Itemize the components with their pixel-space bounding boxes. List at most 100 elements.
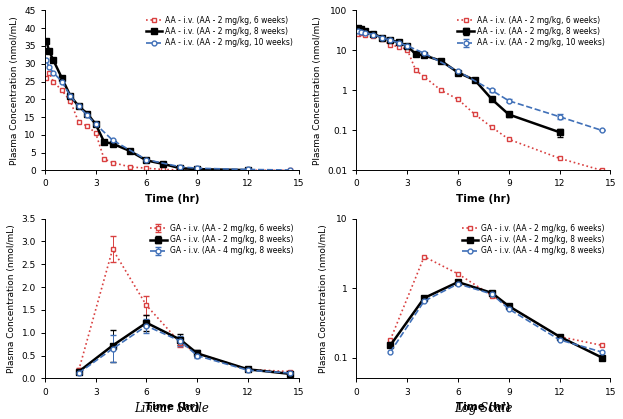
AA - i.v. (AA - 2 mg/kg, 8 weeks) <box>194 167 201 172</box>
X-axis label: Time (hr): Time (hr) <box>145 194 199 204</box>
X-axis label: Time (hr): Time (hr) <box>456 194 511 204</box>
Line: AA - i.v. (AA - 2 mg/kg, 6 weeks): AA - i.v. (AA - 2 mg/kg, 6 weeks) <box>356 31 604 173</box>
GA - i.v. (AA - 2 mg/kg, 6 weeks) <box>421 254 428 259</box>
AA - i.v. (AA - 2 mg/kg, 6 weeks) <box>404 47 411 52</box>
GA - i.v. (AA - 4 mg/kg, 8 weeks) <box>505 306 513 311</box>
AA - i.v. (AA - 2 mg/kg, 8 weeks) <box>67 93 74 98</box>
AA - i.v. (AA - 2 mg/kg, 6 weeks) <box>92 131 100 136</box>
AA - i.v. (AA - 2 mg/kg, 10 weeks) <box>143 157 150 162</box>
Text: Log Scale: Log Scale <box>454 402 513 415</box>
AA - i.v. (AA - 2 mg/kg, 8 weeks) <box>45 49 53 54</box>
AA - i.v. (AA - 2 mg/kg, 6 weeks) <box>194 168 201 173</box>
Legend: AA - i.v. (AA - 2 mg/kg, 6 weeks), AA - i.v. (AA - 2 mg/kg, 8 weeks), AA - i.v. : AA - i.v. (AA - 2 mg/kg, 6 weeks), AA - … <box>144 14 295 49</box>
AA - i.v. (AA - 2 mg/kg, 6 weeks) <box>159 167 167 172</box>
AA - i.v. (AA - 2 mg/kg, 8 weeks) <box>58 75 65 80</box>
GA - i.v. (AA - 2 mg/kg, 6 weeks) <box>505 304 513 309</box>
Y-axis label: Plasma Concentration (nmol/mL): Plasma Concentration (nmol/mL) <box>318 224 328 373</box>
Line: GA - i.v. (AA - 2 mg/kg, 8 weeks): GA - i.v. (AA - 2 mg/kg, 8 weeks) <box>388 279 605 360</box>
GA - i.v. (AA - 4 mg/kg, 8 weeks) <box>421 299 428 304</box>
AA - i.v. (AA - 2 mg/kg, 6 weeks) <box>488 125 496 130</box>
Y-axis label: Plasma Concentration (nmol/mL): Plasma Concentration (nmol/mL) <box>7 224 16 373</box>
AA - i.v. (AA - 2 mg/kg, 6 weeks) <box>437 88 445 93</box>
AA - i.v. (AA - 2 mg/kg, 6 weeks) <box>505 137 513 142</box>
Y-axis label: Plasma Concentration (nmol/mL): Plasma Concentration (nmol/mL) <box>313 16 322 165</box>
Line: AA - i.v. (AA - 2 mg/kg, 6 weeks): AA - i.v. (AA - 2 mg/kg, 6 weeks) <box>44 70 293 173</box>
AA - i.v. (AA - 2 mg/kg, 6 weeks) <box>45 70 53 75</box>
GA - i.v. (AA - 4 mg/kg, 8 weeks) <box>488 292 496 297</box>
AA - i.v. (AA - 2 mg/kg, 6 weeks) <box>50 79 57 84</box>
AA - i.v. (AA - 2 mg/kg, 10 weeks) <box>92 122 100 127</box>
AA - i.v. (AA - 2 mg/kg, 6 weeks) <box>67 98 74 103</box>
AA - i.v. (AA - 2 mg/kg, 6 weeks) <box>556 156 563 161</box>
AA - i.v. (AA - 2 mg/kg, 8 weeks) <box>244 168 252 173</box>
GA - i.v. (AA - 2 mg/kg, 8 weeks) <box>454 279 462 285</box>
AA - i.v. (AA - 2 mg/kg, 10 weeks) <box>45 65 53 70</box>
AA - i.v. (AA - 2 mg/kg, 10 weeks) <box>244 167 252 172</box>
Line: AA - i.v. (AA - 2 mg/kg, 10 weeks): AA - i.v. (AA - 2 mg/kg, 10 weeks) <box>44 58 293 173</box>
AA - i.v. (AA - 2 mg/kg, 10 weeks) <box>50 70 57 75</box>
AA - i.v. (AA - 2 mg/kg, 6 weeks) <box>109 160 117 165</box>
GA - i.v. (AA - 4 mg/kg, 8 weeks) <box>454 281 462 286</box>
AA - i.v. (AA - 2 mg/kg, 10 weeks) <box>67 93 74 98</box>
AA - i.v. (AA - 2 mg/kg, 10 weeks) <box>75 104 82 109</box>
AA - i.v. (AA - 2 mg/kg, 10 weeks) <box>58 79 65 84</box>
Line: AA - i.v. (AA - 2 mg/kg, 8 weeks): AA - i.v. (AA - 2 mg/kg, 8 weeks) <box>44 38 250 173</box>
Line: GA - i.v. (AA - 4 mg/kg, 8 weeks): GA - i.v. (AA - 4 mg/kg, 8 weeks) <box>388 282 604 354</box>
AA - i.v. (AA - 2 mg/kg, 6 weeks) <box>387 43 394 48</box>
GA - i.v. (AA - 2 mg/kg, 6 weeks) <box>598 343 606 348</box>
GA - i.v. (AA - 2 mg/kg, 6 weeks) <box>387 337 394 342</box>
GA - i.v. (AA - 2 mg/kg, 8 weeks) <box>387 343 394 348</box>
AA - i.v. (AA - 2 mg/kg, 6 weeks) <box>412 68 419 73</box>
AA - i.v. (AA - 2 mg/kg, 8 weeks) <box>176 166 184 171</box>
AA - i.v. (AA - 2 mg/kg, 8 weeks) <box>143 158 150 163</box>
AA - i.v. (AA - 2 mg/kg, 6 weeks) <box>354 31 361 36</box>
AA - i.v. (AA - 2 mg/kg, 6 weeks) <box>395 44 402 49</box>
Line: GA - i.v. (AA - 2 mg/kg, 6 weeks): GA - i.v. (AA - 2 mg/kg, 6 weeks) <box>388 254 604 348</box>
AA - i.v. (AA - 2 mg/kg, 10 weeks) <box>83 113 91 118</box>
AA - i.v. (AA - 2 mg/kg, 10 weeks) <box>287 168 294 173</box>
AA - i.v. (AA - 2 mg/kg, 6 weeks) <box>100 156 108 161</box>
GA - i.v. (AA - 2 mg/kg, 8 weeks) <box>421 295 428 300</box>
AA - i.v. (AA - 2 mg/kg, 10 weeks) <box>109 137 117 142</box>
GA - i.v. (AA - 2 mg/kg, 8 weeks) <box>488 290 496 295</box>
AA - i.v. (AA - 2 mg/kg, 10 weeks) <box>194 166 201 171</box>
GA - i.v. (AA - 2 mg/kg, 6 weeks) <box>556 334 563 339</box>
AA - i.v. (AA - 2 mg/kg, 6 weeks) <box>361 32 369 37</box>
AA - i.v. (AA - 2 mg/kg, 6 weeks) <box>287 168 294 173</box>
AA - i.v. (AA - 2 mg/kg, 6 weeks) <box>357 30 364 35</box>
AA - i.v. (AA - 2 mg/kg, 6 weeks) <box>369 34 377 39</box>
AA - i.v. (AA - 2 mg/kg, 8 weeks) <box>92 122 100 127</box>
AA - i.v. (AA - 2 mg/kg, 6 weeks) <box>421 74 428 79</box>
Y-axis label: Plasma Concentration (nmol/mL): Plasma Concentration (nmol/mL) <box>10 16 19 165</box>
GA - i.v. (AA - 4 mg/kg, 8 weeks) <box>556 337 563 342</box>
AA - i.v. (AA - 2 mg/kg, 8 weeks) <box>159 161 167 166</box>
AA - i.v. (AA - 2 mg/kg, 6 weeks) <box>143 166 150 171</box>
AA - i.v. (AA - 2 mg/kg, 6 weeks) <box>176 168 184 173</box>
AA - i.v. (AA - 2 mg/kg, 8 weeks) <box>109 141 117 146</box>
GA - i.v. (AA - 2 mg/kg, 6 weeks) <box>488 293 496 298</box>
AA - i.v. (AA - 2 mg/kg, 8 weeks) <box>75 104 82 109</box>
GA - i.v. (AA - 4 mg/kg, 8 weeks) <box>387 349 394 354</box>
GA - i.v. (AA - 2 mg/kg, 8 weeks) <box>556 334 563 339</box>
AA - i.v. (AA - 2 mg/kg, 8 weeks) <box>126 148 133 153</box>
AA - i.v. (AA - 2 mg/kg, 10 weeks) <box>176 164 184 169</box>
AA - i.v. (AA - 2 mg/kg, 6 weeks) <box>42 75 50 80</box>
AA - i.v. (AA - 2 mg/kg, 6 weeks) <box>598 168 606 173</box>
Legend: GA - i.v. (AA - 2 mg/kg, 6 weeks), GA - i.v. (AA - 2 mg/kg, 8 weeks), GA - i.v. : GA - i.v. (AA - 2 mg/kg, 6 weeks), GA - … <box>460 222 606 257</box>
AA - i.v. (AA - 2 mg/kg, 6 weeks) <box>471 112 478 117</box>
Legend: GA - i.v. (AA - 2 mg/kg, 6 weeks), GA - i.v. (AA - 2 mg/kg, 8 weeks), GA - i.v. : GA - i.v. (AA - 2 mg/kg, 6 weeks), GA - … <box>148 222 295 257</box>
GA - i.v. (AA - 2 mg/kg, 8 weeks) <box>598 355 606 360</box>
AA - i.v. (AA - 2 mg/kg, 6 weeks) <box>126 164 133 169</box>
X-axis label: Time (hr): Time (hr) <box>145 402 199 412</box>
AA - i.v. (AA - 2 mg/kg, 6 weeks) <box>58 88 65 93</box>
AA - i.v. (AA - 2 mg/kg, 6 weeks) <box>244 168 252 173</box>
AA - i.v. (AA - 2 mg/kg, 8 weeks) <box>42 38 50 43</box>
AA - i.v. (AA - 2 mg/kg, 6 weeks) <box>454 97 462 102</box>
AA - i.v. (AA - 2 mg/kg, 8 weeks) <box>100 140 108 145</box>
AA - i.v. (AA - 2 mg/kg, 8 weeks) <box>50 58 57 63</box>
AA - i.v. (AA - 2 mg/kg, 6 weeks) <box>75 120 82 125</box>
AA - i.v. (AA - 2 mg/kg, 8 weeks) <box>83 111 91 116</box>
X-axis label: Time (hr): Time (hr) <box>456 402 511 412</box>
GA - i.v. (AA - 4 mg/kg, 8 weeks) <box>598 349 606 354</box>
AA - i.v. (AA - 2 mg/kg, 6 weeks) <box>83 124 91 129</box>
